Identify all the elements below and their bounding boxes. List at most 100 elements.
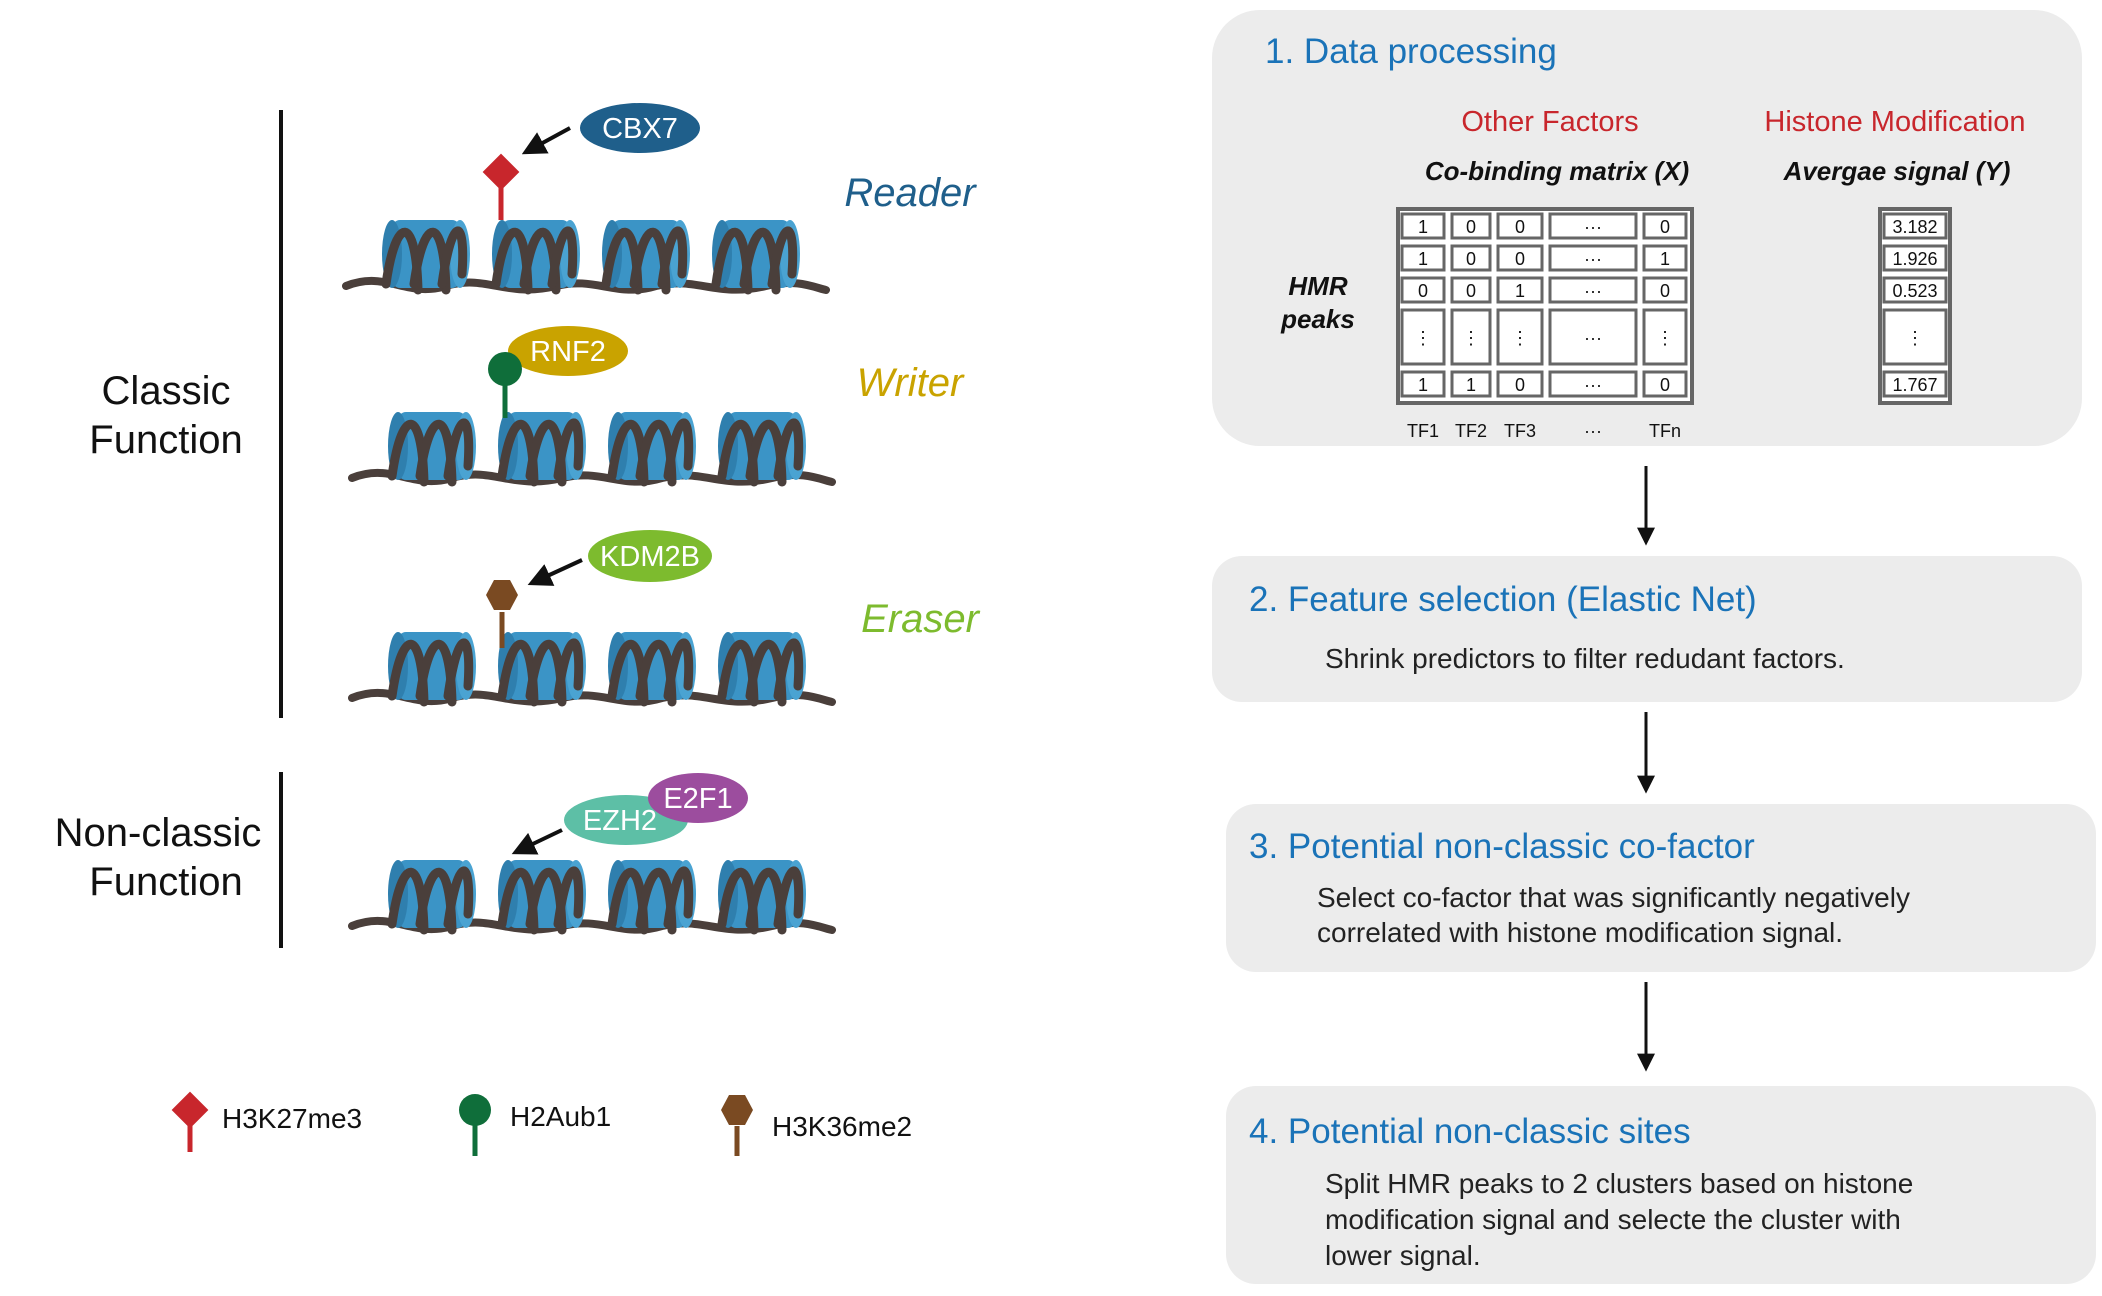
nonclassic-chromatin <box>352 860 832 930</box>
signal-value: 1.926 <box>1892 249 1937 269</box>
legend-h3k36me2: H3K36me2 <box>721 1095 912 1156</box>
signal-cell <box>1882 370 1948 398</box>
matrix-cell-value: 1 <box>1418 249 1428 269</box>
classic-label-line1: Classic <box>102 369 231 413</box>
signal-cell <box>1882 244 1948 272</box>
signal-value: ⋮ <box>1906 328 1924 348</box>
kdm2b-label: KDM2B <box>600 541 700 573</box>
step4-box <box>1226 1086 2096 1284</box>
matrix-cell-value: 0 <box>1660 217 1670 237</box>
left-panel: Classic Function Non-classic Function CB… <box>55 103 981 1156</box>
matrix-cell <box>1548 370 1638 398</box>
h3k36me2-mark <box>486 580 518 648</box>
e2f1-label: E2F1 <box>663 783 732 815</box>
step4-body-line1: Split HMR peaks to 2 clusters based on h… <box>1325 1168 1913 1199</box>
cobinding-matrix: 1 0 0 ··· 0 1 0 0 ··· 1 0 0 1 ··· 0 ⋮ ⋮ ⋮ ··· ⋮ 1 1 0 ··· 0 <box>1396 207 1694 405</box>
matrix-cell-value: ··· <box>1584 217 1602 237</box>
classic-label-line2: Function <box>89 418 242 462</box>
matrix-cell <box>1548 212 1638 240</box>
writer-chromatin <box>352 412 832 482</box>
signal-cell <box>1882 212 1948 240</box>
matrix-cell <box>1548 276 1638 304</box>
signal-cell <box>1882 276 1948 304</box>
reader-chromatin <box>346 220 826 290</box>
matrix-cell <box>1450 244 1492 272</box>
matrix-cell <box>1642 276 1688 304</box>
signal-value: 1.767 <box>1892 375 1937 395</box>
hmr-label-line1: HMR <box>1288 271 1347 301</box>
matrix-cell-value: ⋮ <box>1656 328 1674 348</box>
matrix-cell-value: 0 <box>1660 375 1670 395</box>
step4-body-line3: lower signal. <box>1325 1240 1481 1271</box>
matrix-cell-value: ··· <box>1584 249 1602 269</box>
ezh2-label: EZH2 <box>583 805 657 837</box>
matrix-cell <box>1400 308 1446 366</box>
nonclassic-label-line1: Non-classic <box>55 811 262 855</box>
matrix-cell <box>1496 308 1544 366</box>
step4-body-line2: modification signal and selecte the clus… <box>1325 1204 1901 1235</box>
matrix-cell-value: 0 <box>1466 281 1476 301</box>
right-panel: 1. Data processing Other Factors Histone… <box>1212 10 2096 1284</box>
matrix-column-label: TFn <box>1649 421 1681 441</box>
matrix-cell <box>1400 370 1446 398</box>
signal-vector: 3.182 1.926 0.523 ⋮ 1.767 <box>1878 207 1952 405</box>
matrix-cell-value: 0 <box>1515 217 1525 237</box>
matrix-cell-value: ··· <box>1584 328 1602 348</box>
eraser-arrow <box>527 558 583 586</box>
h2aub1-mark <box>488 352 522 418</box>
h3k27me3-mark <box>482 153 520 220</box>
matrix-cell-value: 0 <box>1660 281 1670 301</box>
matrix-cell <box>1548 308 1638 366</box>
hmr-label-line2: peaks <box>1280 304 1355 334</box>
cbx7-protein <box>580 103 700 153</box>
matrix-cell-value: ⋮ <box>1414 328 1432 348</box>
matrix-column-label: ··· <box>1584 421 1602 441</box>
matrix-cell-value: 1 <box>1418 375 1428 395</box>
other-factors-label: Other Factors <box>1461 106 1638 138</box>
matrix-column-label: TF3 <box>1504 421 1536 441</box>
matrix-cell-value: ··· <box>1584 281 1602 301</box>
nonclassic-label-line2: Function <box>89 860 242 904</box>
matrix-cell <box>1496 244 1544 272</box>
nonclassic-arrow <box>511 828 563 855</box>
cbx7-label: CBX7 <box>602 113 678 145</box>
matrix-cell <box>1642 370 1688 398</box>
matrix-cell-value: 1 <box>1515 281 1525 301</box>
step1-title: 1. Data processing <box>1265 32 1557 71</box>
step3-body-line1: Select co-factor that was significantly … <box>1317 882 1910 913</box>
eraser-chromatin <box>352 632 832 702</box>
avg-signal-label: Avergae signal (Y) <box>1783 156 2011 186</box>
rnf2-label: RNF2 <box>530 336 606 368</box>
matrix-cell <box>1642 244 1688 272</box>
legend-h3k27me3-label: H3K27me3 <box>222 1103 362 1134</box>
legend-h3k27me3: H3K27me3 <box>171 1091 362 1152</box>
matrix-cell-value: 0 <box>1515 249 1525 269</box>
matrix-cell <box>1450 308 1492 366</box>
signal-value: 3.182 <box>1892 217 1937 237</box>
matrix-column-label: TF2 <box>1455 421 1487 441</box>
histone-mod-label: Histone Modification <box>1764 106 2025 138</box>
matrix-cell <box>1450 370 1492 398</box>
signal-value: 0.523 <box>1892 281 1937 301</box>
writer-label: Writer <box>857 361 965 405</box>
matrix-cell <box>1400 276 1446 304</box>
matrix-cell <box>1496 276 1544 304</box>
legend-h2aub1-label: H2Aub1 <box>510 1101 611 1132</box>
matrix-cell-value: 1 <box>1466 375 1476 395</box>
e2f1-protein <box>648 773 748 823</box>
matrix-cell <box>1642 308 1688 366</box>
matrix-cell <box>1548 244 1638 272</box>
matrix-cell-value: 1 <box>1660 249 1670 269</box>
step3-title: 3. Potential non-classic co-factor <box>1249 827 1755 866</box>
reader-arrow <box>521 126 571 155</box>
legend-h3k36me2-label: H3K36me2 <box>772 1111 912 1142</box>
step4-title: 4. Potential non-classic sites <box>1249 1112 1691 1151</box>
cobinding-label: Co-binding matrix (X) <box>1425 156 1689 186</box>
matrix-cell <box>1496 212 1544 240</box>
step3-box <box>1226 804 2096 972</box>
matrix-cell <box>1400 244 1446 272</box>
matrix-cell <box>1400 212 1446 240</box>
matrix-cell-value: 0 <box>1515 375 1525 395</box>
matrix-column-label: TF1 <box>1407 421 1439 441</box>
